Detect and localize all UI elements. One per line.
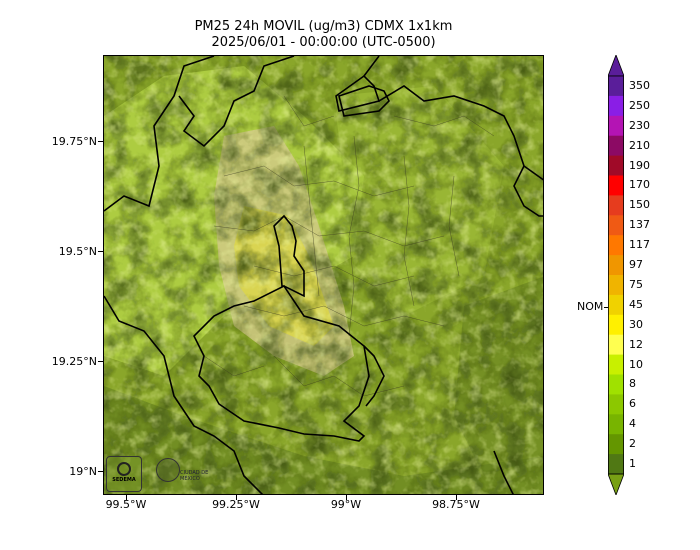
colorbar-segment: [608, 275, 624, 296]
colorbar-label: 350: [629, 78, 650, 92]
colorbar-label: 4: [629, 417, 636, 431]
pm25-map: SEDEMA CIUDAD DE MÉXICO: [103, 55, 544, 495]
colorbar-segment: [608, 354, 624, 375]
x-tick: [456, 495, 457, 500]
cdmx-logo: CIUDAD DE MÉXICO: [156, 458, 208, 490]
colorbar-label: 150: [629, 198, 650, 212]
colorbar-label: 170: [629, 178, 650, 192]
colorbar-outline: [608, 75, 624, 475]
y-tick: [98, 471, 103, 472]
colorbar-segment: [608, 155, 624, 176]
colorbar-label: 30: [629, 317, 643, 331]
colorbar-label: 97: [629, 258, 643, 272]
colorbar-label: 10: [629, 357, 643, 371]
y-label-19-25: 19.25°N: [51, 355, 97, 368]
colorbar-label: 190: [629, 158, 650, 172]
x-label-98-75: 98.75°W: [432, 498, 480, 511]
colorbar-extend-top: [607, 53, 625, 77]
colorbar-segment: [608, 95, 624, 117]
y-label-19-75: 19.75°N: [51, 135, 97, 148]
colorbar-label: 45: [629, 297, 643, 311]
nom-tick: [604, 307, 608, 308]
cdmx-logo-text: CIUDAD DE MÉXICO: [180, 470, 209, 482]
colorbar-segment: [608, 175, 624, 196]
colorbar-label: 8: [629, 377, 636, 391]
x-tick: [236, 495, 237, 500]
colorbar-segment: [608, 294, 624, 316]
tree-icon: [117, 462, 131, 476]
colorbar-label: 250: [629, 98, 650, 112]
x-label-99: 99°W: [330, 498, 362, 511]
colorbar-segment: [608, 414, 624, 435]
nom-label: NOM: [577, 300, 604, 313]
colorbar-graphic: [607, 53, 625, 497]
colorbar-segment: [608, 115, 624, 137]
colorbar-label: 117: [629, 238, 650, 252]
sedema-logo: SEDEMA: [106, 456, 142, 492]
colorbar-segment: [608, 374, 624, 395]
colorbar-label: 2: [629, 437, 636, 451]
sedema-logo-text: SEDEMA: [112, 477, 136, 483]
colorbar-segment: [608, 215, 624, 236]
x-label-99-25: 99.25°W: [212, 498, 260, 511]
colorbar-label: 6: [629, 397, 636, 411]
municipal-boundaries: [203, 95, 495, 397]
colorbar-extend-bottom: [607, 473, 625, 497]
map-title: PM25 24h MOVIL (ug/m3) CDMX 1x1km: [194, 19, 453, 34]
y-tick: [98, 251, 103, 252]
colorbar-label: 12: [629, 337, 643, 351]
colorbar-label: 137: [629, 218, 650, 232]
colorbar-label: 1: [629, 457, 636, 471]
colorbar-segment: [608, 314, 624, 336]
seal-icon: [156, 458, 180, 482]
x-tick: [126, 495, 127, 500]
colorbar-segment: [608, 235, 624, 256]
colorbar-segment: [608, 76, 624, 97]
colorbar-label: 75: [629, 277, 643, 291]
colorbar-segment: [608, 195, 624, 216]
colorbar-segment: [608, 334, 624, 356]
colorbar-label: 210: [629, 138, 650, 152]
map-subtitle-date: 2025/06/01 - 00:00:00 (UTC-0500): [211, 35, 436, 50]
colorbar-label: 230: [629, 118, 650, 132]
colorbar-segment: [608, 394, 624, 415]
y-label-19: 19°N: [69, 465, 97, 478]
colorbar-segment: [608, 434, 624, 455]
state-boundaries: [104, 56, 543, 494]
x-tick: [346, 495, 347, 500]
y-label-19-5: 19.5°N: [58, 245, 97, 258]
colorbar-segment: [608, 454, 624, 475]
map-canvas: [104, 56, 543, 494]
y-tick: [98, 361, 103, 362]
colorbar: [607, 53, 625, 497]
colorbar-segment: [608, 135, 624, 157]
colorbar-segment: [608, 255, 624, 276]
y-tick: [98, 141, 103, 142]
x-label-99-5: 99.5°W: [105, 498, 147, 511]
